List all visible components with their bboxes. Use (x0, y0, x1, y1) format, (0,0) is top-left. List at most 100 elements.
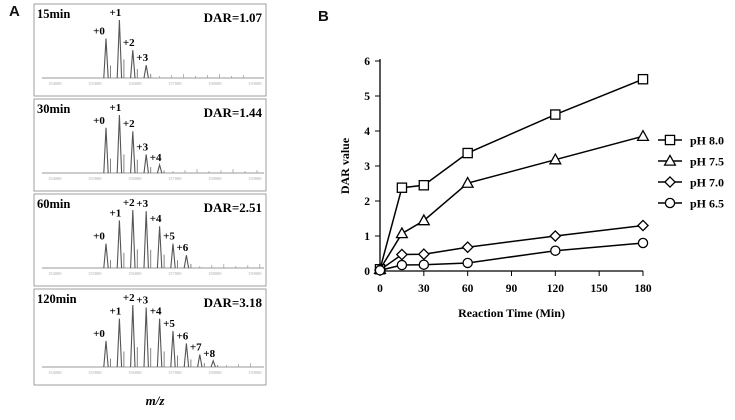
spectrum-time-label: 60min (37, 197, 70, 211)
spectrum-peak (183, 343, 190, 368)
spectrum-tick-label: 157000 (168, 271, 182, 276)
spectrum-peak (143, 211, 149, 269)
data-point (550, 109, 561, 120)
panel-a-label: A (9, 3, 20, 20)
legend-label: pH 7.5 (690, 155, 724, 169)
spectrum-peak-label: +3 (136, 294, 148, 306)
mass-spectra-panel: m/z 15min DAR=1.07 154000 155000 156000 15700… (0, 0, 300, 415)
dar-chart-panel: 0 1 2 3 4 5 6 0 30 60 90 120 150 180 Reaction Time (Mi… (300, 0, 735, 415)
spectrum-tick-label: 157000 (168, 81, 182, 86)
spectrum-peak (183, 255, 190, 269)
x-tick-label: 180 (634, 283, 652, 295)
data-point (636, 219, 650, 232)
spectrum-peak (103, 243, 109, 269)
spectrum-peak-label: +6 (177, 242, 189, 254)
spectrum-peak (103, 38, 109, 79)
spectrum-peak (103, 340, 109, 368)
spectrum-peak-label: +1 (110, 207, 122, 219)
spectrum-peak-label: +1 (110, 102, 122, 114)
spectrum-peak-label: +0 (93, 115, 105, 127)
y-tick-label: 2 (364, 196, 370, 208)
spectrum-frame (33, 288, 267, 386)
series-ph-7.5 (373, 129, 650, 275)
spectrum-tick-label: 156000 (128, 81, 142, 86)
spectrum-tick-label: 154000 (48, 271, 62, 276)
legend-label: pH 7.0 (690, 176, 724, 190)
spectrum-tick-label: 155000 (88, 81, 102, 86)
spectrum-peak (103, 127, 109, 174)
legend-marker (663, 175, 677, 189)
spectrum-peak-label: +3 (136, 198, 148, 210)
spectrum-tick-label: 159000 (248, 271, 262, 276)
spectrum-tick-label: 154000 (48, 370, 62, 375)
x-tick-label: 60 (462, 283, 474, 295)
spectrum-dar-label: DAR=1.07 (204, 10, 263, 25)
spectrum-tick-label: 156000 (128, 370, 142, 375)
spectrum-120min: 120min DAR=3.18 154000 155000 156000 157000 15… (33, 288, 267, 386)
spectrum-frame (33, 3, 267, 97)
spectrum-peak (197, 354, 203, 368)
data-point (395, 226, 409, 239)
spectrum-peak (130, 209, 136, 269)
spectrum-peak (130, 304, 136, 368)
spectrum-peak-label: +5 (163, 318, 175, 330)
spectrum-peak-label: +4 (150, 152, 162, 164)
spectrum-peak-label: +2 (123, 292, 135, 304)
y-tick-label: 4 (364, 126, 370, 138)
data-point (396, 182, 408, 193)
series-line (379, 78, 644, 270)
spectrum-peak-label: +0 (93, 26, 105, 38)
data-point (549, 229, 562, 243)
series-ph-7.0 (373, 219, 650, 276)
x-tick-label: 150 (591, 283, 609, 295)
spectrum-tick-label: 158000 (208, 370, 222, 375)
data-point (637, 73, 649, 85)
data-point (417, 248, 430, 261)
spectrum-peak-label: +8 (203, 348, 215, 360)
legend: pH 8.0 pH 7.5 pH 7.0 pH 6.5 (658, 134, 724, 211)
spectrum-dar-label: DAR=2.51 (204, 200, 262, 215)
spectrum-15min: 15min DAR=1.07 154000 155000 156000 157000 158… (33, 3, 267, 97)
data-point (461, 176, 475, 188)
spectrum-tick-label: 156000 (128, 176, 142, 181)
spectrum-peak (116, 114, 123, 174)
legend-marker (664, 134, 676, 146)
x-tick-label: 30 (418, 283, 430, 295)
spectrum-tick-label: 155000 (88, 176, 102, 181)
data-point (637, 237, 649, 249)
spectrum-peak (143, 65, 149, 79)
x-axis-label: Reaction Time (Min) (458, 306, 565, 320)
spectrum-peak (116, 220, 123, 269)
spectrum-peak (156, 318, 163, 368)
spectrum-peak (170, 243, 176, 269)
spectrum-peak-label: +6 (177, 330, 189, 342)
y-tick-label: 3 (364, 161, 370, 173)
spectrum-peak (116, 19, 123, 79)
spectrum-peak (170, 331, 176, 368)
series-line (379, 135, 644, 270)
spectrum-peak-label: +2 (123, 37, 135, 49)
spectrum-peak (210, 359, 216, 368)
spectrum-peak (116, 318, 123, 368)
series-ph-6.5 (374, 237, 649, 276)
data-point (374, 265, 386, 276)
legend-marker (663, 154, 677, 166)
data-point (461, 241, 474, 254)
spectrum-peak-label: +2 (123, 118, 135, 130)
spectrum-60min: 60min DAR=2.51 154000 155000 156000 157000 158… (33, 193, 267, 287)
spectrum-tick-label: 157000 (168, 370, 182, 375)
spectrum-peak-label: +2 (123, 197, 135, 209)
y-tick-label: 0 (364, 266, 370, 278)
spectrum-tick-label: 154000 (48, 81, 62, 86)
data-point (418, 259, 430, 270)
y-tick-label: 1 (364, 231, 370, 243)
spectrum-peak-label: +4 (150, 306, 162, 318)
spectrum-time-label: 15min (37, 7, 70, 21)
data-point (395, 248, 408, 261)
y-axis-label: DAR value (338, 137, 352, 194)
mass-spectra-figure: m/z 15min DAR=1.07 154000 155000 156000 15700… (33, 3, 267, 408)
spectrum-peak-label: +1 (110, 306, 122, 318)
spectrum-tick-label: 156000 (128, 271, 142, 276)
x-tick-label: 120 (547, 283, 565, 295)
data-point (418, 179, 430, 191)
